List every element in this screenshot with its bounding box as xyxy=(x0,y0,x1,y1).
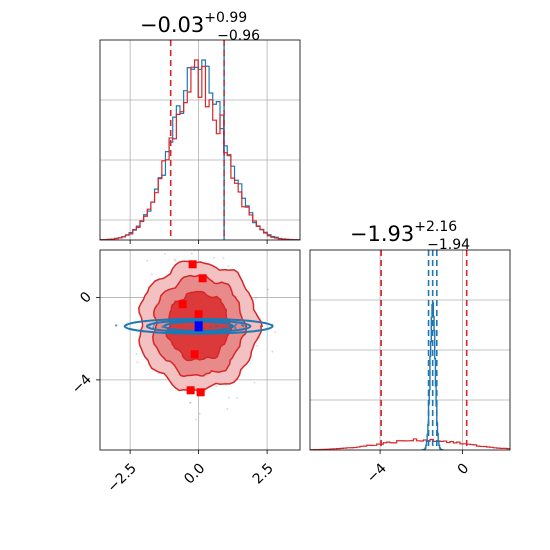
blue-scatter-point xyxy=(165,323,168,326)
red-density-marker xyxy=(188,260,197,269)
blue-scatter-point xyxy=(234,326,237,330)
blue-scatter-point xyxy=(147,326,151,329)
x-tick-label: 2.5 xyxy=(250,460,277,487)
scatter-point xyxy=(146,259,149,262)
blue-density-marker xyxy=(194,321,203,332)
panel-frame xyxy=(309,249,511,451)
scatter-point xyxy=(157,372,160,375)
scatter-point xyxy=(195,418,197,421)
blue-scatter-point xyxy=(188,326,191,329)
scatter-point xyxy=(256,345,259,347)
scatter-point xyxy=(174,259,177,262)
red-density-marker xyxy=(178,300,187,309)
scatter-point xyxy=(271,350,274,353)
panel-ticks xyxy=(129,240,268,244)
panel-title: −0.03+0.99 −0.96 xyxy=(140,10,260,44)
scatter-point xyxy=(254,297,257,300)
blue-contour-level-2 xyxy=(145,319,252,334)
blue-scatter-point xyxy=(222,326,226,329)
blue-scatter-point xyxy=(148,323,152,327)
blue-scatter-point xyxy=(216,324,220,328)
blue-scatter-point xyxy=(114,324,118,327)
title-median: −0.03 xyxy=(140,13,204,37)
x-tick-label: 0.0 xyxy=(181,460,208,487)
red-density-marker xyxy=(190,350,199,359)
scatter-point xyxy=(204,390,207,393)
title-minus: −0.96 xyxy=(217,28,260,44)
blue-scatter-point xyxy=(233,324,236,328)
scatter-point xyxy=(236,396,239,399)
contour-panel-xy: −2.5 0.0 2.5 0 −4 xyxy=(69,223,307,496)
scatter-point xyxy=(189,402,191,404)
panel-frame xyxy=(99,39,301,241)
scatter-point xyxy=(198,412,201,415)
title-median: −1.93 xyxy=(350,222,414,246)
panel-content xyxy=(87,223,307,421)
title-plus: +0.99 xyxy=(204,10,247,26)
x-tick-label: −2.5 xyxy=(105,460,140,495)
panel-grid xyxy=(310,250,510,450)
blue-scatter-point xyxy=(240,323,244,327)
blue-scatter-point xyxy=(209,325,212,329)
x-tick-label: 0 xyxy=(455,460,473,478)
scatter-point xyxy=(134,223,136,225)
red-density-marker xyxy=(198,274,207,283)
scatter-point xyxy=(150,273,153,276)
red-density-marker xyxy=(194,310,203,319)
scatter-point xyxy=(227,265,230,268)
scatter-point xyxy=(135,353,138,355)
blue-scatter-point xyxy=(125,323,128,327)
title-minus: −1.94 xyxy=(427,237,470,253)
panel-content xyxy=(100,40,300,240)
histogram-panel-y: −4 0 −1.93+2.16 −1.94 xyxy=(309,219,511,486)
scatter-point xyxy=(226,408,229,410)
panel-content xyxy=(310,250,510,450)
scatter-point xyxy=(136,361,139,364)
title-plus: +2.16 xyxy=(414,219,457,235)
scatter-point xyxy=(163,252,166,255)
scatter-point xyxy=(274,331,277,334)
blue-scatter-point xyxy=(305,326,307,328)
panel-frame xyxy=(99,249,301,451)
scatter-point xyxy=(228,396,230,399)
red-density-marker xyxy=(196,388,205,397)
y-tick-label: −4 xyxy=(69,371,95,397)
scatter-point xyxy=(173,258,176,261)
scatter-point xyxy=(212,257,215,259)
scatter-point xyxy=(267,288,270,291)
scatter-point xyxy=(222,257,225,259)
scatter-point xyxy=(189,401,192,404)
red-histogram-line xyxy=(100,59,300,240)
panel-ticks: −4 0 xyxy=(364,450,472,486)
blue-scatter-point xyxy=(202,326,205,329)
x-tick-label: −4 xyxy=(364,460,390,486)
blue-scatter-point xyxy=(234,323,238,326)
scatter-point xyxy=(215,385,218,388)
blue-contour-level-1 xyxy=(123,317,274,335)
blue-scatter-point xyxy=(152,326,155,329)
scatter-point xyxy=(253,381,256,384)
red-histogram-line xyxy=(310,438,510,450)
scatter-point xyxy=(190,252,193,255)
histogram-panel-x: −0.03+0.99 −0.96 xyxy=(99,10,301,244)
blue-scatter-point xyxy=(161,325,164,329)
blue-scatter-point xyxy=(87,325,89,327)
panel-title: −1.93+2.16 −1.94 xyxy=(350,219,470,253)
y-tick-label: 0 xyxy=(77,289,95,307)
blue-scatter-point xyxy=(229,324,232,328)
red-density-marker xyxy=(186,386,195,395)
blue-scatter-point xyxy=(152,323,156,326)
blue-scatter-point xyxy=(214,325,218,328)
blue-scatter-point xyxy=(270,323,274,327)
